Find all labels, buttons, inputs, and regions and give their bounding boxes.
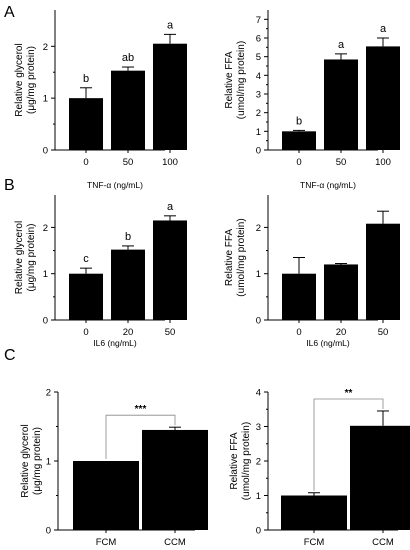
y-tick-label-a-right-4: 4 bbox=[256, 71, 261, 82]
y-axis-label-a-right-0: Relative FFA bbox=[224, 51, 235, 109]
panel-letter-b: B bbox=[4, 177, 15, 194]
y-axis-label-a-right-1: (umol/mg protein) bbox=[236, 41, 247, 119]
y-tick-label-a-right-7: 7 bbox=[256, 15, 261, 26]
significance-bracket-c-left bbox=[105, 414, 176, 459]
x-axis-label-a-left: TNF-α (ng/mL) bbox=[87, 180, 143, 190]
y-tick-label-c-left-0: 0 bbox=[46, 526, 51, 537]
chart-c-right: FCM CCM 0 1 2 3 4 Relative FFA (umol/mg protein)… bbox=[229, 388, 410, 548]
annotation-b-left-2: a bbox=[167, 201, 174, 213]
y-tick-label-a-right-6: 6 bbox=[256, 34, 261, 45]
annotation-a-right-1: a bbox=[338, 39, 345, 51]
y-axis-label-c-right-0: Relative FFA bbox=[229, 432, 240, 490]
bar-b-right-2 bbox=[366, 223, 400, 320]
bar-a-left-2 bbox=[153, 43, 187, 150]
y-tick-label-b-right-0: 0 bbox=[256, 316, 261, 327]
chart-b-right: 0 20 50 0 1 2 Relative FFA (umol/mg protein) IL6… bbox=[224, 195, 400, 348]
y-axis-label-b-left-1: (μg/mg protein) bbox=[26, 223, 37, 291]
x-tick-label-c-right-0: FCM bbox=[304, 537, 325, 548]
x-axis-label-b-left: IL6 (ng/mL) bbox=[93, 338, 137, 348]
y-tick-label-c-right-4: 4 bbox=[256, 388, 261, 399]
x-tick-label-b-left-0: 0 bbox=[83, 327, 88, 338]
annotation-a-right-0: b bbox=[296, 115, 302, 127]
x-tick-label-b-right-1: 20 bbox=[336, 327, 347, 338]
annotation-b-left-0: c bbox=[83, 253, 89, 265]
y-tick-label-c-right-2: 2 bbox=[256, 457, 261, 468]
annotation-a-left-0: b bbox=[83, 73, 89, 85]
bar-c-left-0 bbox=[73, 461, 139, 530]
x-tick-label-a-right-0: 0 bbox=[296, 157, 301, 168]
x-tick-label-a-left-0: 0 bbox=[83, 157, 88, 168]
y-axis-label-b-left-0: Relative glycerol bbox=[14, 221, 25, 294]
y-tick-label-c-right-1: 1 bbox=[256, 491, 261, 502]
x-tick-label-a-right-2: 100 bbox=[375, 157, 391, 168]
x-tick-label-c-left-1: CCM bbox=[164, 537, 186, 548]
significance-label-c-left: *** bbox=[135, 404, 147, 415]
bar-a-right-1 bbox=[324, 59, 358, 150]
bar-b-left-0 bbox=[69, 273, 103, 320]
y-tick-label-b-right-1: 1 bbox=[256, 269, 261, 280]
y-tick-label-b-right-2: 2 bbox=[256, 223, 261, 234]
y-tick-label-a-right-0: 0 bbox=[256, 146, 261, 157]
panel-letter-c: C bbox=[4, 347, 16, 364]
y-tick-label-c-left-2: 2 bbox=[46, 388, 51, 399]
bar-c-right-1 bbox=[350, 425, 410, 530]
y-tick-label-b-left-2: 2 bbox=[43, 223, 48, 234]
y-tick-label-c-left-1: 1 bbox=[46, 457, 51, 468]
annotation-a-left-2: a bbox=[167, 19, 174, 31]
bar-b-right-1 bbox=[324, 264, 358, 320]
chart-a-right: b 0 a 50 a 100 0 1 2 3 4 5 6 7 Relative FFA (umol/mg pr… bbox=[224, 10, 400, 190]
y-axis-label-b-right-1: (umol/mg protein) bbox=[236, 218, 247, 296]
y-tick-label-a-left-1: 1 bbox=[43, 94, 48, 105]
bar-b-left-1 bbox=[111, 249, 145, 320]
annotation-b-left-1: b bbox=[125, 231, 131, 243]
significance-label-c-right: ** bbox=[345, 388, 353, 399]
y-tick-label-a-right-2: 2 bbox=[256, 108, 261, 119]
y-tick-label-a-right-5: 5 bbox=[256, 52, 261, 63]
y-axis-label-a-left-1: (μg/mg protein) bbox=[26, 46, 37, 114]
x-tick-label-c-left-0: FCM bbox=[96, 537, 117, 548]
bar-c-right-0 bbox=[281, 495, 347, 530]
y-axis-label-b-right-0: Relative FFA bbox=[224, 229, 235, 287]
y-tick-label-c-right-0: 0 bbox=[256, 526, 261, 537]
bar-a-right-2 bbox=[366, 46, 400, 150]
x-tick-label-b-right-2: 50 bbox=[378, 327, 389, 338]
y-tick-label-b-left-1: 1 bbox=[43, 269, 48, 280]
y-tick-label-b-left-0: 0 bbox=[43, 316, 48, 327]
annotation-a-right-2: a bbox=[380, 23, 387, 35]
y-tick-label-a-left-0: 0 bbox=[43, 146, 48, 157]
annotation-a-left-1: ab bbox=[122, 52, 134, 64]
x-tick-label-b-left-2: 50 bbox=[165, 327, 176, 338]
y-tick-label-a-right-3: 3 bbox=[256, 90, 261, 101]
x-tick-label-a-left-2: 100 bbox=[162, 157, 178, 168]
y-axis-label-c-left-1: (μg/mg protein) bbox=[32, 427, 43, 495]
bar-a-left-1 bbox=[111, 70, 145, 150]
x-axis-label-b-right: IL6 (ng/mL) bbox=[306, 338, 350, 348]
chart-c-left: FCM CCM 0 1 2 Relative glycerol (μg/mg protein… bbox=[20, 388, 208, 548]
chart-b-left: c 0 b 20 a 50 0 1 2 Relative glycerol (μg/mg prote… bbox=[14, 195, 187, 348]
y-tick-label-c-right-3: 3 bbox=[256, 422, 261, 433]
x-tick-label-b-right-0: 0 bbox=[296, 327, 301, 338]
x-tick-label-b-left-1: 20 bbox=[123, 327, 134, 338]
bar-c-left-1 bbox=[142, 429, 208, 530]
y-axis-label-c-left-0: Relative glycerol bbox=[20, 424, 31, 497]
y-tick-label-a-right-1: 1 bbox=[256, 127, 261, 138]
y-axis-label-a-left-0: Relative glycerol bbox=[14, 43, 25, 116]
bar-a-right-0 bbox=[282, 131, 316, 150]
y-tick-label-a-left-2: 2 bbox=[43, 42, 48, 53]
bar-b-right-0 bbox=[282, 273, 316, 320]
significance-bracket-c-right bbox=[313, 398, 384, 491]
panel-letter-a: A bbox=[4, 4, 15, 21]
bar-a-left-0 bbox=[69, 98, 103, 150]
y-axis-label-c-right-1: (umol/mg protein) bbox=[241, 422, 252, 500]
chart-a-left: b 0 ab 50 a 100 0 1 2 Relative glycerol (μg/mg pro… bbox=[14, 10, 187, 190]
x-tick-label-a-right-1: 50 bbox=[336, 157, 347, 168]
bar-b-left-2 bbox=[153, 220, 187, 320]
x-axis-label-a-right: TNF-α (ng/mL) bbox=[300, 180, 356, 190]
x-tick-label-a-left-1: 50 bbox=[123, 157, 134, 168]
x-tick-label-c-right-1: CCM bbox=[372, 537, 394, 548]
